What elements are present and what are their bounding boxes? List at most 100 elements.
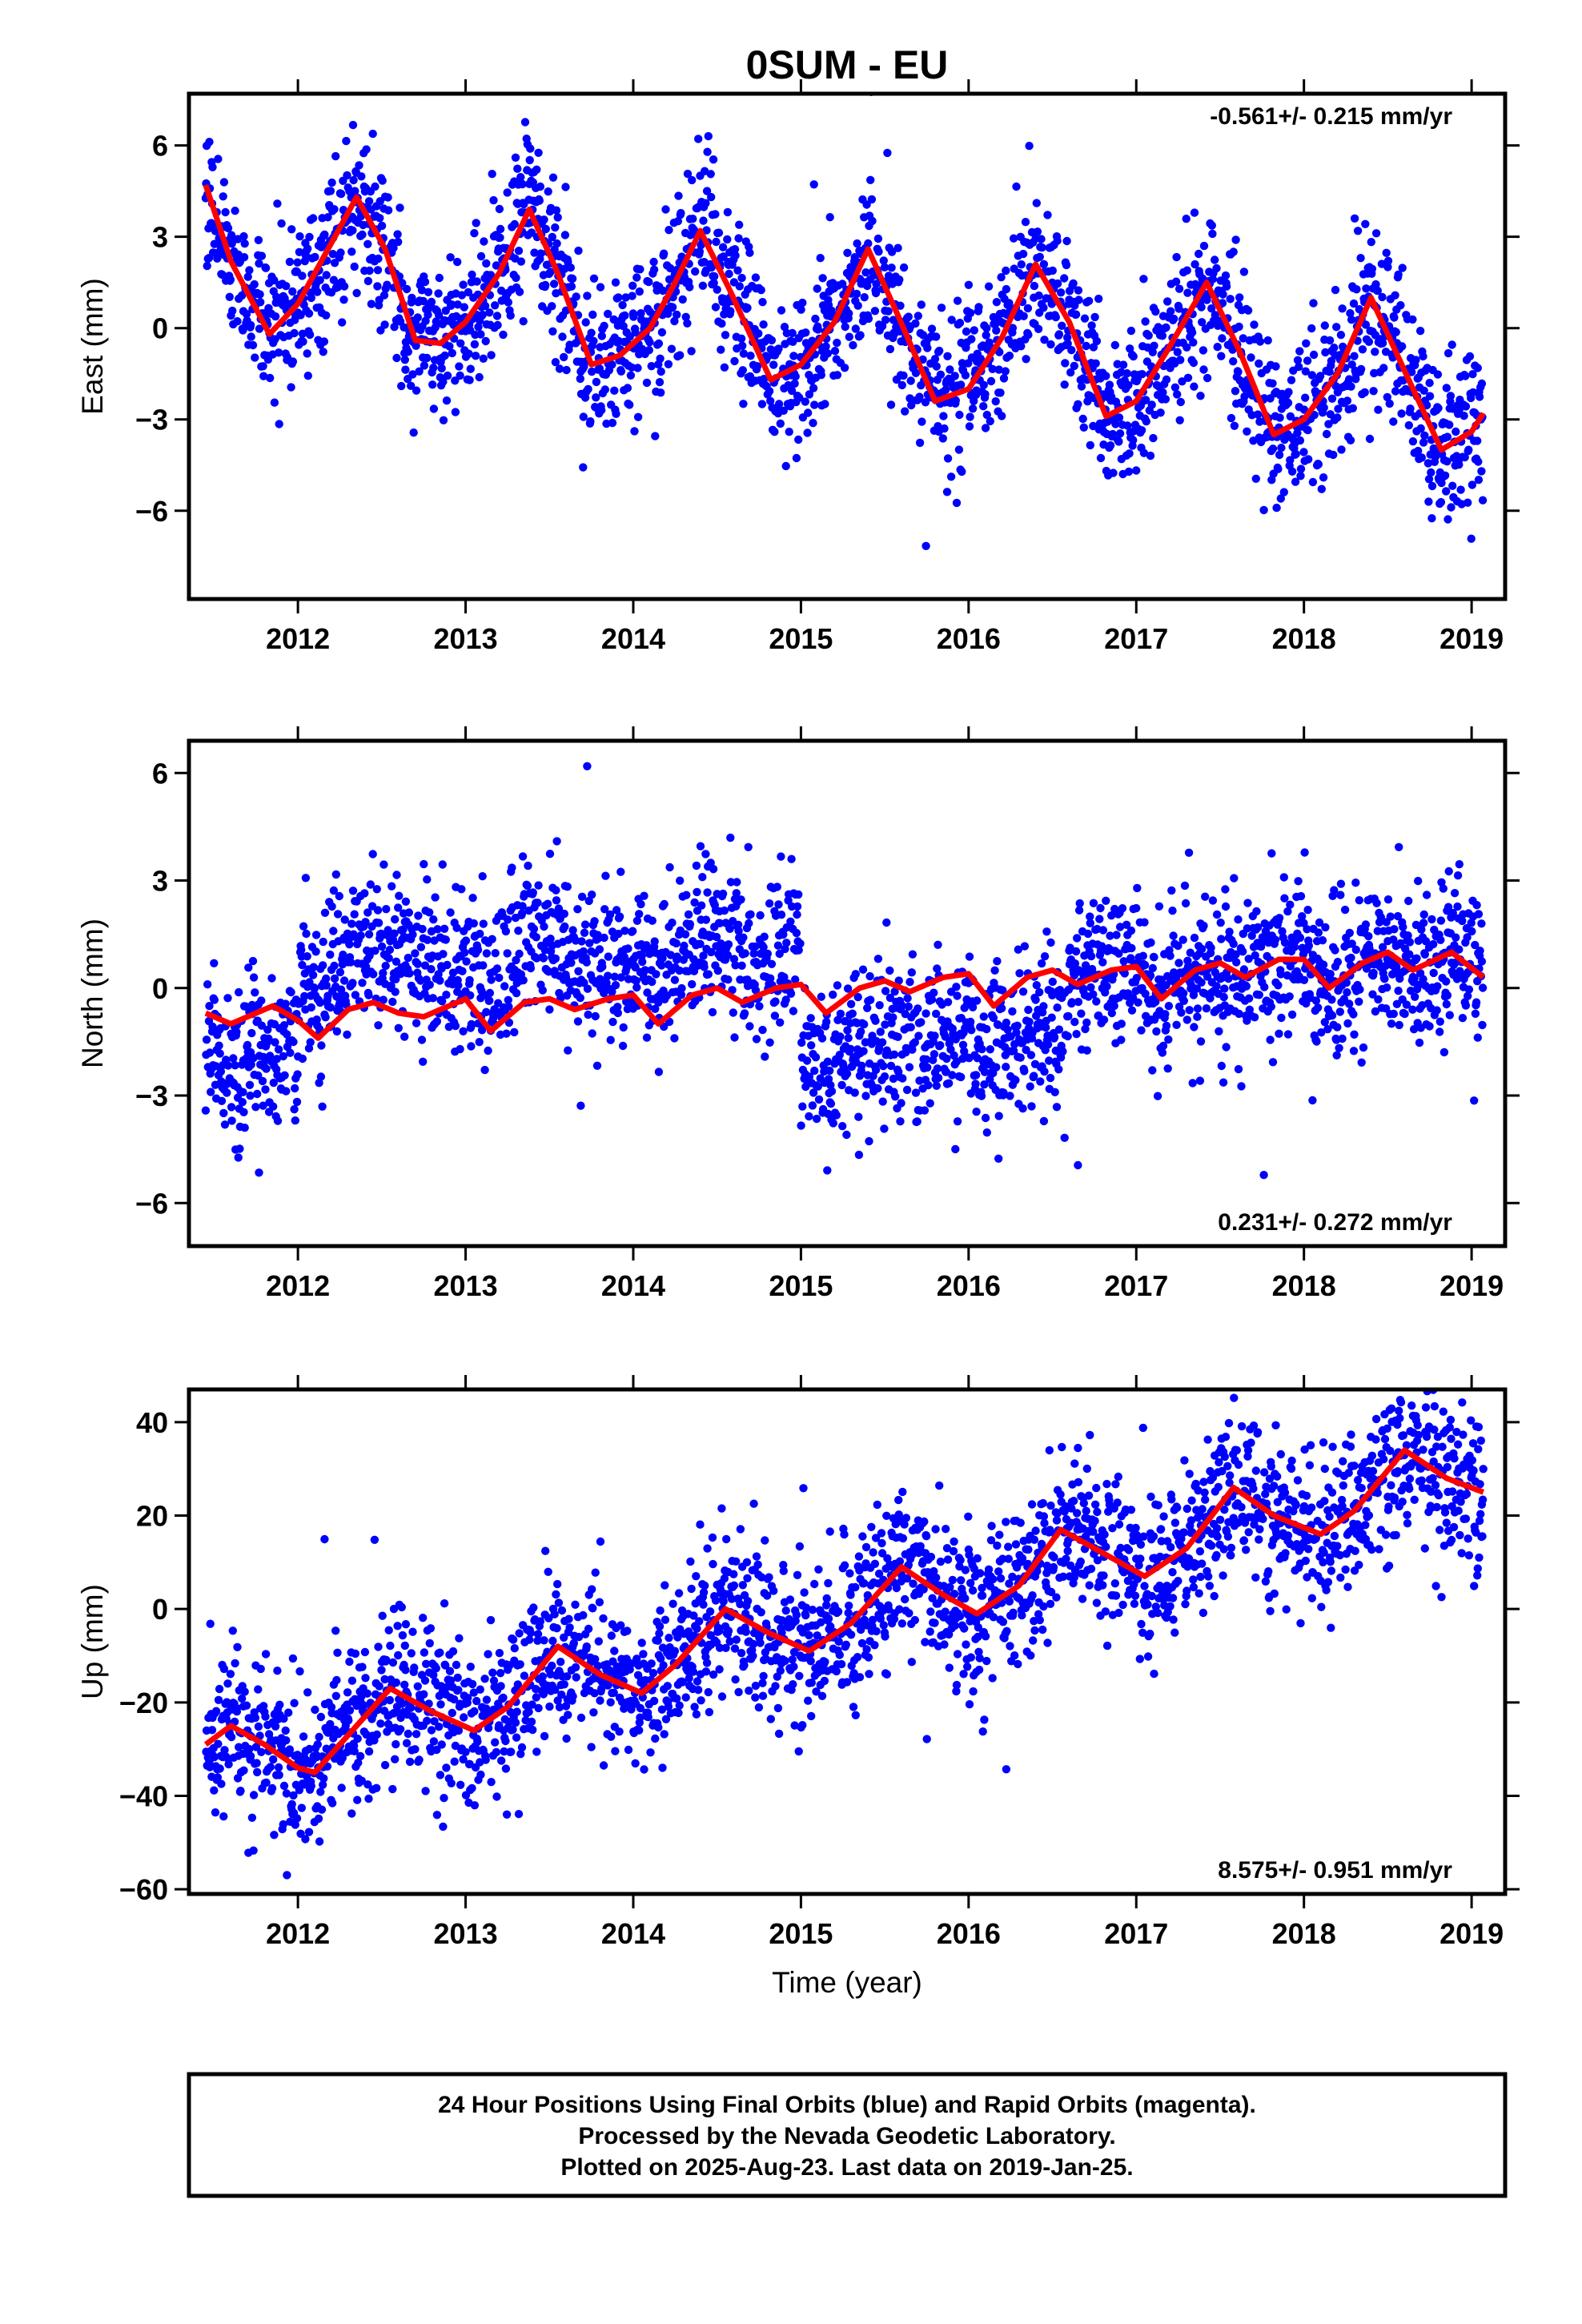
- east-data-point: [955, 410, 964, 420]
- east-data-point: [1110, 340, 1120, 350]
- east-data-point: [1347, 382, 1355, 391]
- east-data-point: [1417, 453, 1427, 462]
- east-data-point: [352, 288, 361, 298]
- north-data-point: [1039, 1002, 1048, 1011]
- north-data-point: [1268, 1058, 1278, 1067]
- north-data-point: [1255, 991, 1264, 999]
- east-data-point: [526, 144, 535, 153]
- north-data-point: [914, 1031, 923, 1040]
- east-data-point: [827, 306, 836, 315]
- north-data-point: [1296, 891, 1306, 901]
- east-data-point: [1460, 412, 1468, 420]
- north-data-point: [1219, 992, 1228, 1002]
- east-data-point: [1353, 227, 1363, 235]
- east-data-point: [374, 254, 383, 263]
- north-data-point: [910, 1038, 920, 1047]
- north-data-point: [1467, 919, 1476, 927]
- east-data-point: [954, 445, 964, 454]
- east-data-point: [689, 226, 699, 235]
- north-data-point: [632, 976, 640, 986]
- north-data-point: [1332, 1051, 1341, 1060]
- north-data-point: [540, 922, 548, 931]
- east-data-point: [525, 155, 534, 165]
- east-data-point: [303, 372, 312, 380]
- north-data-point: [381, 961, 390, 971]
- north-data-point: [1232, 958, 1241, 967]
- north-data-point: [1216, 919, 1225, 927]
- east-data-point: [946, 365, 954, 374]
- north-data-point: [482, 949, 492, 958]
- north-data-point: [249, 973, 259, 982]
- north-data-point: [1086, 983, 1095, 992]
- north-data-point: [1478, 983, 1488, 992]
- north-data-point: [1439, 884, 1448, 893]
- north-data-point: [861, 1092, 870, 1100]
- east-data-point: [743, 304, 752, 312]
- east-data-point: [343, 171, 351, 180]
- east-data-point: [628, 292, 636, 300]
- north-data-point: [752, 1035, 761, 1043]
- north-data-point: [604, 971, 612, 980]
- north-data-point: [648, 916, 656, 925]
- east-data-point: [702, 226, 711, 235]
- north-data-point: [1148, 1066, 1157, 1075]
- north-data-point: [219, 1108, 228, 1118]
- east-data-point: [520, 118, 530, 127]
- north-data-point: [458, 967, 467, 975]
- north-data-point: [1338, 1034, 1347, 1043]
- east-data-point: [239, 231, 248, 241]
- north-data-point: [770, 1011, 780, 1020]
- north-data-point: [832, 1111, 841, 1120]
- north-data-point: [291, 1084, 299, 1093]
- north-data-point: [361, 918, 370, 927]
- east-data-point: [485, 308, 494, 317]
- north-data-point: [1074, 906, 1084, 915]
- north-data-point: [1278, 927, 1287, 936]
- east-data-point: [1109, 468, 1118, 477]
- east-data-point: [1448, 481, 1457, 490]
- north-data-point: [1472, 998, 1481, 1007]
- north-data-point: [484, 1046, 492, 1055]
- north-data-point: [851, 970, 861, 979]
- east-data-point: [497, 286, 506, 296]
- east-data-point: [1408, 437, 1418, 446]
- north-data-point: [232, 1027, 241, 1037]
- east-data-point: [546, 267, 555, 276]
- east-data-point: [357, 172, 366, 181]
- north-data-point: [369, 970, 378, 979]
- north-data-point: [651, 1004, 660, 1014]
- north-data-point: [784, 896, 793, 905]
- east-data-point: [721, 331, 730, 340]
- north-data-point: [438, 860, 447, 869]
- north-data-point: [600, 933, 608, 943]
- north-data-point: [1327, 995, 1336, 1004]
- north-data-point: [377, 942, 387, 951]
- east-data-point: [1021, 218, 1030, 227]
- north-data-point: [1215, 1027, 1223, 1036]
- north-data-point: [1052, 1103, 1062, 1112]
- north-data-point: [387, 882, 396, 891]
- north-data-point: [446, 908, 455, 917]
- north-data-point: [1359, 1043, 1368, 1052]
- east-data-point: [608, 360, 616, 369]
- north-data-point: [905, 978, 914, 987]
- east-data-point: [998, 412, 1006, 420]
- north-data-point: [1283, 1030, 1293, 1039]
- east-data-point: [821, 400, 829, 408]
- east-data-point: [733, 266, 742, 275]
- east-data-point: [478, 310, 487, 320]
- north-data-point: [229, 1054, 238, 1063]
- east-data-point: [1199, 241, 1209, 251]
- north-data-point: [1277, 1013, 1286, 1023]
- north-data-point: [798, 1102, 807, 1111]
- north-data-point: [247, 1060, 255, 1069]
- east-data-point: [930, 355, 940, 364]
- north-data-point: [833, 981, 842, 990]
- east-data-point: [1307, 371, 1317, 380]
- east-data-point: [287, 383, 295, 392]
- north-data-point: [329, 927, 338, 935]
- east-data-point: [513, 164, 522, 173]
- east-data-point: [647, 362, 656, 371]
- north-data-point: [452, 923, 461, 932]
